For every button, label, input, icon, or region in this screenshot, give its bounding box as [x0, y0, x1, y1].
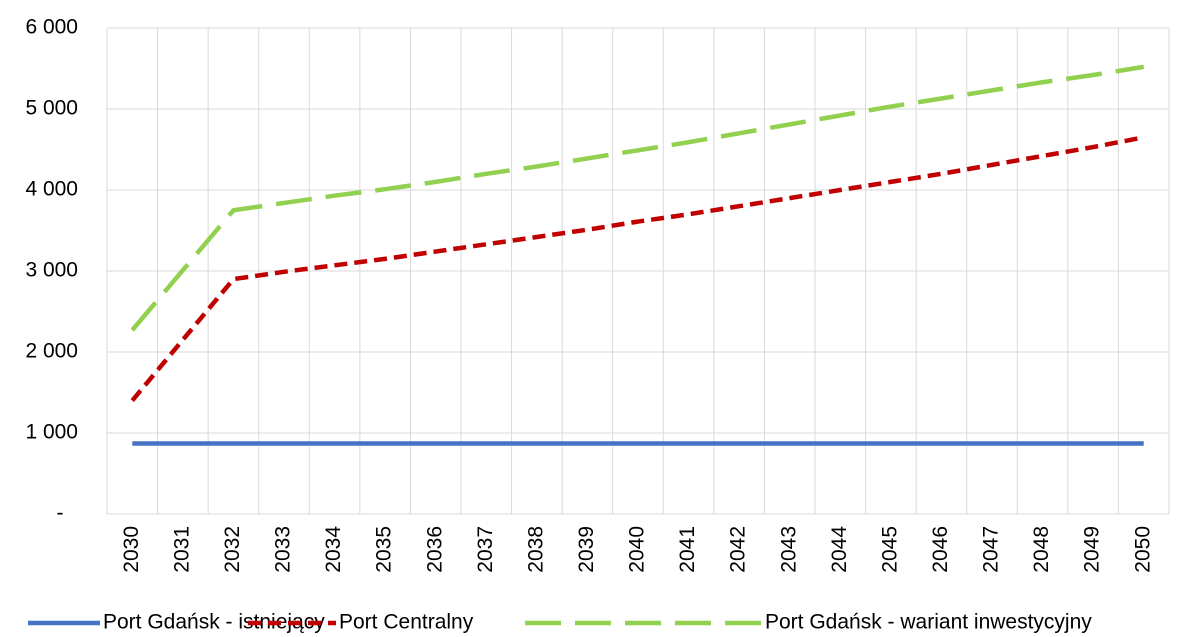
x-tick-label: 2036 [423, 526, 446, 573]
series-line [130, 64, 1145, 332]
legend-label: Port Centralny [339, 611, 474, 634]
x-tick-label: 2049 [1081, 526, 1104, 573]
y-tick-label: - [57, 502, 64, 525]
x-tick-label: 2032 [221, 526, 244, 573]
y-tick-label: 4 000 [25, 178, 78, 201]
x-tick-label: 2034 [322, 526, 345, 573]
y-tick-label: 6 000 [25, 16, 78, 39]
y-tick-label: 3 000 [25, 259, 78, 282]
x-tick-label: 2041 [676, 526, 699, 573]
x-tick-label: 2043 [777, 526, 800, 573]
x-tick-label: 2039 [575, 526, 598, 573]
x-tick-label: 2040 [626, 526, 649, 573]
x-tick-label: 2044 [828, 526, 851, 573]
x-tick-label: 2045 [878, 526, 901, 573]
legend-label: Port Gdańsk - wariant inwestycyjny [765, 611, 1092, 634]
x-tick-label: 2048 [1030, 526, 1053, 573]
x-tick-label: 2035 [373, 526, 396, 573]
x-tick-label: 2031 [170, 526, 193, 573]
x-tick-label: 2050 [1131, 526, 1154, 573]
y-tick-label: 1 000 [25, 421, 78, 444]
x-tick-label: 2030 [120, 526, 143, 573]
series-line [130, 135, 1145, 403]
x-tick-label: 2033 [272, 526, 295, 573]
x-tick-label: 2042 [727, 526, 750, 573]
y-tick-label: 2 000 [25, 340, 78, 363]
x-tick-label: 2038 [524, 526, 547, 573]
x-tick-label: 2047 [980, 526, 1003, 573]
y-tick-label: 5 000 [25, 97, 78, 120]
x-tick-label: 2037 [474, 526, 497, 573]
legend-label: Port Gdańsk - istniejący [103, 611, 325, 634]
x-tick-label: 2046 [929, 526, 952, 573]
